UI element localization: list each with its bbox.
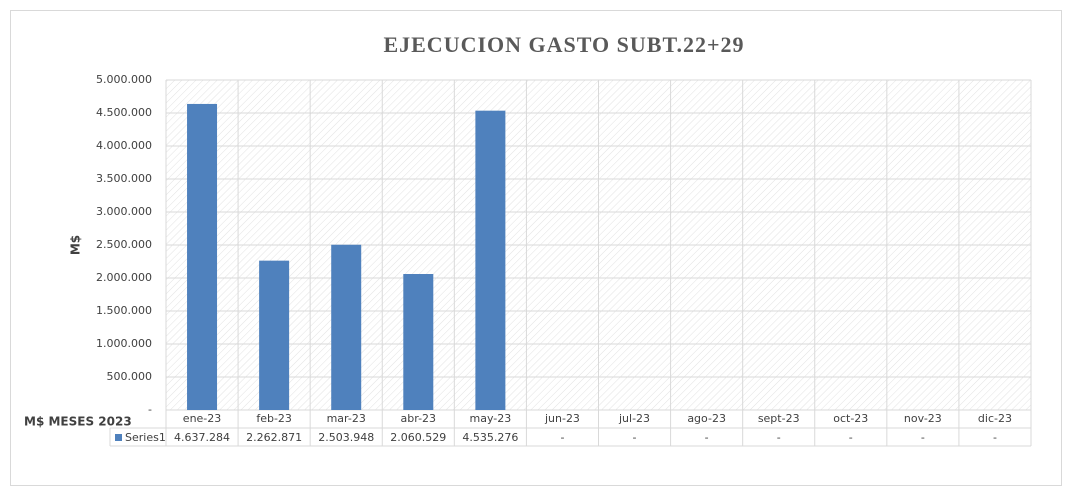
x-tick-label: ago-23 <box>687 412 726 425</box>
x-axis-label: M$ MESES 2023 <box>24 415 132 429</box>
y-axis-label: M$ <box>69 235 83 255</box>
x-tick-label: abr-23 <box>401 412 437 425</box>
data-table-value: 2.060.529 <box>390 431 446 444</box>
y-tick-label: 2.500.000 <box>96 238 152 251</box>
data-table-value: 4.637.284 <box>174 431 230 444</box>
y-tick-label: 5.000.000 <box>96 73 152 86</box>
data-table-value: 4.535.276 <box>462 431 518 444</box>
y-tick-label: 4.000.000 <box>96 139 152 152</box>
x-tick-label: jul-23 <box>618 412 650 425</box>
data-table-value: - <box>560 431 564 444</box>
y-tick-label: 2.000.000 <box>96 271 152 284</box>
data-table-value: - <box>849 431 853 444</box>
x-tick-label: feb-23 <box>256 412 292 425</box>
data-table-value: - <box>777 431 781 444</box>
data-table-value: 2.503.948 <box>318 431 374 444</box>
y-tick-label: 500.000 <box>107 370 153 383</box>
x-tick-label: nov-23 <box>904 412 942 425</box>
x-tick-label: dic-23 <box>978 412 1012 425</box>
y-tick-label: 3.000.000 <box>96 205 152 218</box>
data-table-value: - <box>633 431 637 444</box>
y-tick-label: 4.500.000 <box>96 106 152 119</box>
y-tick-label: 3.500.000 <box>96 172 152 185</box>
bar <box>187 103 218 410</box>
bar <box>403 274 434 410</box>
data-table-value: - <box>921 431 925 444</box>
data-table-value: - <box>993 431 997 444</box>
x-tick-label: may-23 <box>470 412 512 425</box>
bar <box>259 260 290 410</box>
legend-label: Series1 <box>125 431 166 444</box>
data-table-value: - <box>705 431 709 444</box>
x-tick-label: mar-23 <box>327 412 366 425</box>
x-tick-label: sept-23 <box>758 412 800 425</box>
x-tick-label: ene-23 <box>183 412 221 425</box>
bar <box>475 110 506 410</box>
x-tick-label: jun-23 <box>544 412 580 425</box>
bar <box>331 244 362 410</box>
legend-key <box>115 434 122 441</box>
y-tick-label: - <box>148 403 152 416</box>
y-tick-label: 1.500.000 <box>96 304 152 317</box>
y-tick-label: 1.000.000 <box>96 337 152 350</box>
data-table-value: 2.262.871 <box>246 431 302 444</box>
chart-title: EJECUCION GASTO SUBT.22+29 <box>383 32 744 57</box>
x-tick-label: oct-23 <box>833 412 868 425</box>
